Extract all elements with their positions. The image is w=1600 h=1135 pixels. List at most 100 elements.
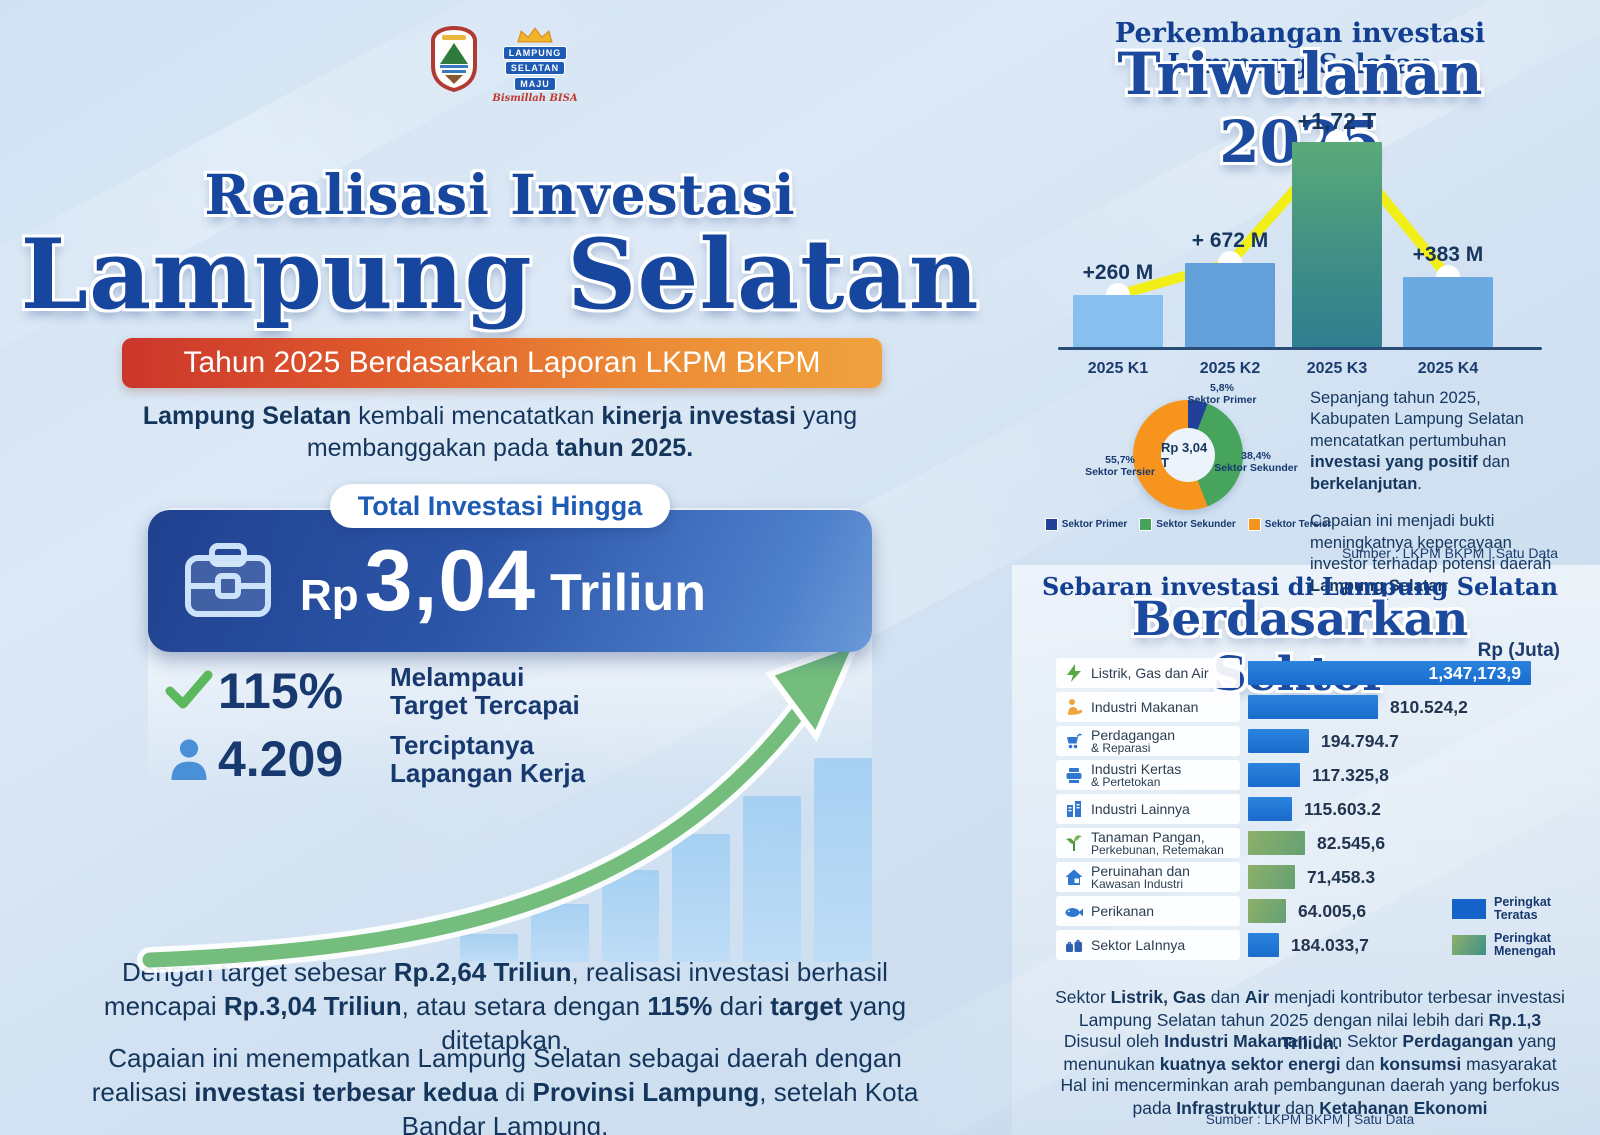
sector-label-card: Perdagangan & Reparasi bbox=[1056, 726, 1240, 756]
sector-label: Sektor LaInnya bbox=[1091, 936, 1186, 953]
intro-paragraph: Lampung Selatan kembali mencatatkan kine… bbox=[142, 402, 858, 462]
main-title-line1: Realisasi Investasi bbox=[204, 162, 796, 227]
legend-swatch bbox=[1139, 518, 1153, 531]
legend-label: Sektor Primer bbox=[1061, 519, 1128, 530]
quarter-bar bbox=[1403, 277, 1493, 347]
sector-unit-label: Rp (Juta) bbox=[1477, 640, 1560, 661]
legend-label: Peringkat Menengah bbox=[1494, 931, 1556, 959]
sector-label: Listrik, Gas dan Air bbox=[1091, 664, 1209, 681]
bolt-icon bbox=[1064, 663, 1084, 683]
total-investment-pill: Total Investasi Hingga bbox=[330, 484, 670, 528]
sector-label: Tanaman Pangan, Perkebunan, Retemakan bbox=[1091, 828, 1224, 858]
sector-value-label: 810.524,2 bbox=[1390, 697, 1468, 717]
briefcase-icon bbox=[185, 543, 271, 617]
legend-label: Sektor Tersier bbox=[1264, 519, 1332, 530]
sector-bar bbox=[1248, 899, 1286, 923]
source-note-bottom: Sumber : LKPM BKPM | Satu Data bbox=[1205, 1112, 1415, 1127]
sector-paragraph-3: Hal ini mencerminkan arah pembangunan da… bbox=[1060, 1075, 1560, 1119]
year-banner: Tahun 2025 Berdasarkan Laporan LKPM BKPM bbox=[122, 338, 882, 388]
legend-swatch bbox=[1247, 518, 1261, 531]
sector-row: Tanaman Pangan, Perkebunan, Retemakan 82.5… bbox=[1056, 828, 1560, 858]
plant-icon bbox=[1064, 833, 1084, 853]
donut-slice-label: 38,4% Sektor Sekunder bbox=[1214, 450, 1298, 475]
stat-target: 115% Melampaui Target Tercapai bbox=[160, 660, 720, 722]
sector-paragraph-1: Sektor Listrik, Gas dan Air menjadi kont… bbox=[1055, 987, 1565, 1054]
sector-bar bbox=[1248, 865, 1295, 889]
sector-share-donut-chart: Rp 3,04 T Sektor Primer Sektor Sekunder Se… bbox=[1040, 378, 1336, 550]
printer-icon bbox=[1064, 765, 1084, 785]
main-title-line2: Lampung Selatan bbox=[20, 218, 980, 331]
sector-value-label: 194.794.7 bbox=[1321, 731, 1399, 751]
quarter-category-label: 2025 K2 bbox=[1199, 360, 1261, 377]
quarter-category-label: 2025 K1 bbox=[1087, 360, 1149, 377]
quarter-value-label: +260 M bbox=[1082, 261, 1154, 284]
sector-label-card: Sektor LaInnya bbox=[1056, 930, 1240, 960]
sector-row: Industri Makanan 810.524,2 bbox=[1056, 692, 1560, 722]
amount-unit: Triliun bbox=[550, 563, 707, 622]
total-amount: Rp 3,04 Triliun bbox=[300, 532, 706, 631]
bags-icon bbox=[1064, 935, 1084, 955]
legend-swatch bbox=[1452, 899, 1486, 920]
sector-bar bbox=[1248, 797, 1292, 821]
sector-label: Industri Kertas & Pertetokan bbox=[1091, 760, 1182, 790]
stat-label: Terciptanya Lapangan Kerja bbox=[390, 731, 585, 787]
stat-jobs: 4.209 Terciptanya Lapangan Kerja bbox=[160, 728, 720, 790]
sector-bar bbox=[1248, 661, 1531, 685]
buildings-icon bbox=[1064, 799, 1084, 819]
donut-slice-label: 55,7% Sektor Tersier bbox=[1085, 454, 1155, 479]
sector-label-card: Industri Kertas & Pertetokan bbox=[1056, 760, 1240, 790]
fish-icon bbox=[1064, 901, 1084, 921]
donut-legend-item: Sektor Sekunder bbox=[1139, 518, 1236, 531]
sector-label: Industri Makanan bbox=[1091, 698, 1199, 715]
sector-value-label: 82.545,6 bbox=[1317, 833, 1386, 853]
regency-crest-logo bbox=[431, 26, 477, 92]
house-icon bbox=[1064, 867, 1084, 887]
quarter-value-label: + 672 M bbox=[1191, 229, 1269, 252]
sector-value-label: 115.603.2 bbox=[1304, 799, 1381, 819]
quarterly-bar-chart: +260 M 2025 K1 + 672 M 2025 K2 +1,72 T 2025 K… bbox=[1050, 108, 1550, 380]
sector-value-label: 1,347,173,9 bbox=[1428, 663, 1521, 683]
donut-legend-item: Sektor Primer bbox=[1044, 518, 1128, 531]
quarterly-kicker: Perkembangan investasi Lampung Selatan bbox=[1114, 18, 1486, 80]
stat-value: 115% bbox=[218, 663, 344, 719]
food-icon bbox=[1064, 697, 1084, 717]
lampung-selatan-maju-logo: LAMPUNG SELATAN MAJU Bismillah BISA bbox=[492, 26, 578, 104]
sector-label-card: Listrik, Gas dan Air bbox=[1056, 658, 1240, 688]
sector-legend: Peringkat Teratas Peringkat Menengah bbox=[1452, 895, 1600, 969]
quarter-bar bbox=[1185, 263, 1275, 347]
stat-label-line: Lapangan Kerja bbox=[390, 758, 586, 788]
sector-row: Listrik, Gas dan Air 1,347,173,9 bbox=[1056, 658, 1560, 688]
narrative-paragraph: Capaian ini menjadi bukti meningkatnya k… bbox=[1310, 512, 1552, 595]
sector-kicker: Sebaran investasi di Lampung Selatan bbox=[1041, 572, 1559, 601]
sector-row: Industri Kertas & Pertetokan 117.325,8 bbox=[1056, 760, 1560, 790]
sector-label: Industri Lainnya bbox=[1091, 800, 1190, 817]
crown-icon bbox=[517, 27, 553, 43]
amount-value: 3,04 bbox=[364, 532, 537, 629]
total-investment-card: Rp 3,04 Triliun bbox=[148, 510, 872, 652]
sector-row: Industri Lainnya 115.603.2 bbox=[1056, 794, 1560, 824]
quarter-bar bbox=[1292, 142, 1382, 347]
legend-swatch bbox=[1044, 518, 1058, 531]
sector-label-card: Perikanan bbox=[1056, 896, 1240, 926]
left-paragraph-2: Capaian ini menempatkan Lampung Selatan … bbox=[91, 1043, 919, 1135]
stat-label-line: Target Tercapai bbox=[390, 690, 580, 720]
sector-value-label: 71,458.3 bbox=[1307, 867, 1376, 887]
cart-icon bbox=[1064, 731, 1084, 751]
brand-line: SELATAN bbox=[504, 61, 566, 75]
person-icon bbox=[160, 736, 218, 782]
sector-legend-item: Peringkat Teratas bbox=[1452, 895, 1600, 922]
legend-swatch bbox=[1452, 935, 1486, 956]
quarter-value-label: +1,72 T bbox=[1297, 108, 1377, 134]
sector-bar bbox=[1248, 763, 1300, 787]
sector-value-label: 184.033,7 bbox=[1291, 935, 1369, 955]
sector-legend-item: Peringkat Menengah bbox=[1452, 932, 1600, 958]
brand-tagline: Bismillah BISA bbox=[492, 92, 578, 104]
sector-bar bbox=[1248, 695, 1378, 719]
stat-label-line: Terciptanya bbox=[390, 729, 535, 760]
sector-bar bbox=[1248, 729, 1309, 753]
sector-value-label: 117.325,8 bbox=[1312, 765, 1389, 785]
stat-value: 4.209 bbox=[218, 731, 344, 787]
quarter-category-label: 2025 K3 bbox=[1306, 360, 1368, 377]
sector-bar bbox=[1248, 831, 1305, 855]
quarterly-narrative: Sepanjang tahun 2025, Kabupaten Lampung … bbox=[1310, 388, 1564, 613]
